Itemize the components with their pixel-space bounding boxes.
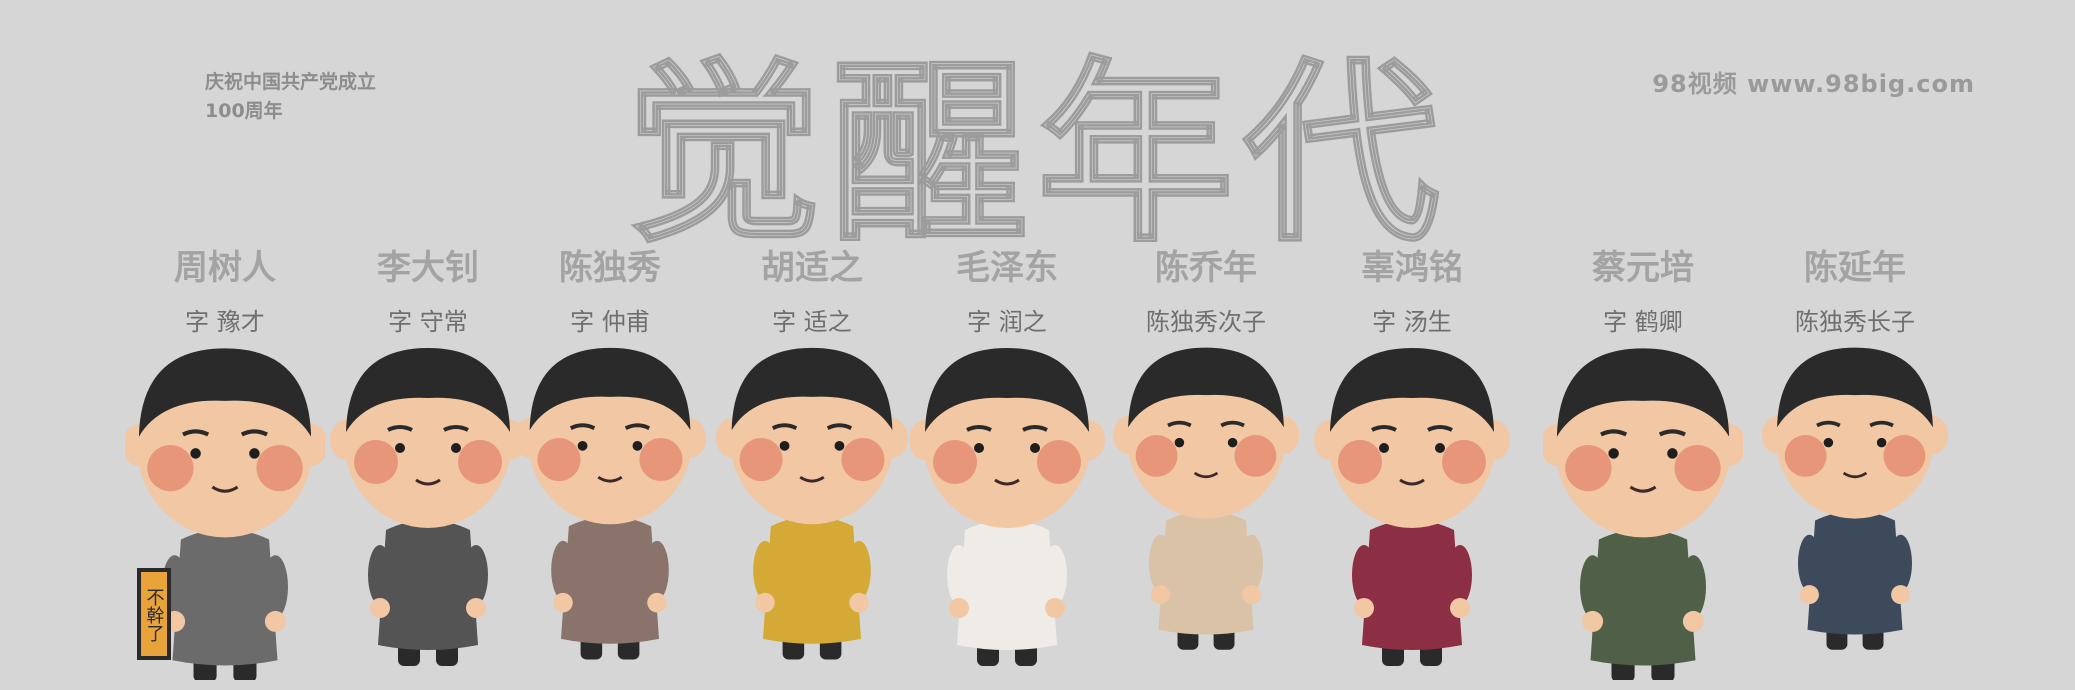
tagline-line-2: 100周年 (205, 100, 283, 122)
character-card: 陈独秀字 仲甫 (510, 240, 710, 680)
character-courtesy-name: 字 守常 (388, 308, 468, 336)
pointing-figure-icon (513, 347, 707, 660)
character-name: 毛泽东 (956, 248, 1058, 288)
glasses-suit-figure-icon (715, 347, 909, 660)
protest-sign: 不幹了 (137, 568, 171, 660)
page-title: 觉醒年代 (624, 40, 1450, 271)
character-name: 陈乔年 (1155, 248, 1257, 288)
character-card: 周树人字 豫才 不幹了 (125, 240, 325, 680)
character-courtesy-name: 字 适之 (772, 308, 852, 336)
character-name: 陈延年 (1804, 248, 1906, 288)
character-courtesy-name: 陈独秀次子 (1146, 308, 1266, 336)
character-name: 陈独秀 (559, 248, 661, 288)
character-courtesy-name: 陈独秀长子 (1795, 308, 1915, 336)
character-courtesy-name: 字 鹤卿 (1603, 308, 1683, 336)
sign-text: 不幹了 (144, 588, 165, 642)
character-courtesy-name: 字 汤生 (1372, 308, 1452, 336)
character-card: 蔡元培字 鹤卿 (1543, 240, 1743, 680)
tunic-figure-icon (1761, 347, 1949, 650)
site-watermark: 98视频 www.98big.com (1652, 70, 1975, 98)
character-courtesy-name: 字 豫才 (185, 308, 265, 336)
character-card: 辜鸿铭字 汤生 (1312, 240, 1512, 680)
character-card: 陈乔年 陈独秀次子 (1106, 240, 1306, 680)
character-card: 李大钊字 守常 (328, 240, 528, 680)
character-name: 李大钊 (377, 248, 479, 288)
character-courtesy-name: 字 仲甫 (570, 308, 650, 336)
character-name: 周树人 (174, 248, 276, 288)
scarf-book-figure-icon (1543, 348, 1743, 680)
celebration-tagline: 庆祝中国共产党成立 100周年 (205, 68, 376, 126)
character-card: 毛泽东字 润之 (907, 240, 1107, 680)
white-robe-figure-icon (909, 348, 1105, 666)
peace-sign-figure-icon (1112, 347, 1300, 650)
character-card: 胡适之字 适之 (712, 240, 912, 680)
queue-hat-figure-icon (1314, 348, 1510, 666)
character-name: 辜鸿铭 (1361, 248, 1463, 288)
mustache-sign-figure-icon: 不幹了 (125, 348, 325, 680)
character-courtesy-name: 字 润之 (967, 308, 1047, 336)
glasses-mustache-figure-icon (330, 348, 526, 666)
character-name: 胡适之 (761, 248, 863, 288)
character-card: 陈延年 陈独秀长子 (1755, 240, 1955, 680)
tagline-line-1: 庆祝中国共产党成立 (205, 71, 377, 93)
character-name: 蔡元培 (1592, 248, 1694, 288)
